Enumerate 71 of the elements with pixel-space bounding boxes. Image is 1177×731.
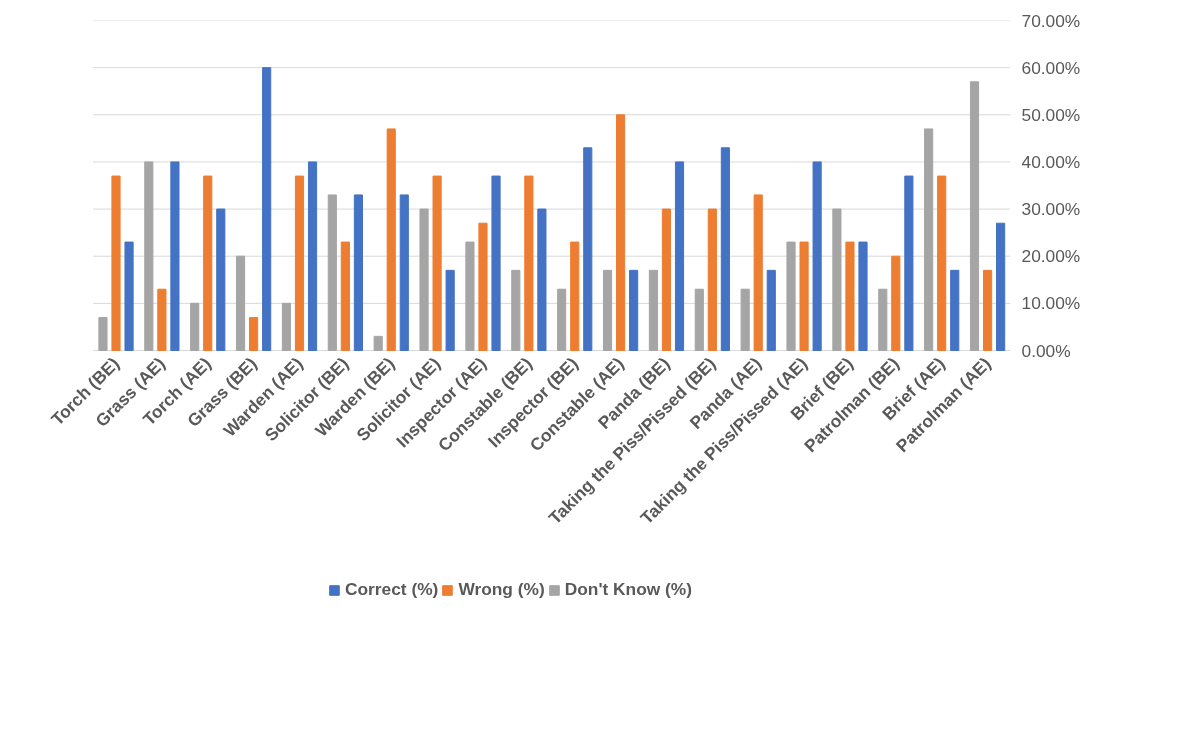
bar — [845, 241, 855, 351]
bar — [832, 208, 842, 351]
bar — [858, 241, 868, 351]
bar — [353, 194, 363, 351]
bar — [799, 241, 809, 351]
bar — [262, 67, 272, 351]
bar — [203, 175, 213, 351]
bar — [432, 175, 442, 351]
bar — [373, 335, 383, 351]
y-tick-label: 60.00% — [1021, 57, 1081, 78]
y-tick-label: 10.00% — [1021, 293, 1081, 314]
bar — [557, 288, 567, 351]
bar — [720, 147, 730, 351]
bar — [996, 222, 1006, 351]
bar — [445, 269, 455, 351]
bar — [307, 161, 318, 351]
bar — [674, 161, 685, 351]
bar — [170, 161, 180, 351]
y-tick-label: 0.00% — [1021, 340, 1071, 361]
bar — [111, 175, 121, 351]
bar — [144, 161, 154, 351]
legend-label: Correct (%) — [344, 579, 439, 600]
bar — [753, 194, 763, 351]
bar — [124, 241, 134, 351]
y-tick-label: 40.00% — [1021, 151, 1081, 172]
bar — [661, 208, 672, 351]
bar — [537, 208, 547, 351]
bar — [937, 175, 947, 351]
y-tick-label: 30.00% — [1021, 199, 1081, 220]
bar — [157, 288, 167, 351]
bar — [969, 81, 980, 351]
bar — [648, 269, 658, 351]
bar — [924, 128, 934, 351]
legend-label: Wrong (%) — [458, 579, 545, 600]
bar — [878, 288, 888, 351]
bar — [235, 255, 246, 351]
bar — [340, 241, 350, 351]
bar — [812, 161, 822, 351]
bar — [281, 302, 292, 351]
y-tick-label: 70.00% — [1021, 10, 1081, 31]
bar — [891, 255, 901, 351]
bar — [399, 194, 409, 351]
bar — [294, 175, 305, 351]
y-tick-label: 20.00% — [1021, 246, 1081, 267]
bar — [419, 208, 429, 351]
bar — [694, 288, 704, 351]
bar — [904, 175, 914, 351]
bar — [465, 241, 475, 351]
legend-label: Don't Know (%) — [564, 579, 693, 600]
bar — [327, 194, 337, 351]
bar — [740, 288, 750, 351]
bar — [950, 269, 960, 351]
bar — [629, 269, 639, 351]
bar — [766, 269, 776, 351]
bar — [616, 114, 626, 351]
bar — [570, 241, 580, 351]
bar — [478, 222, 488, 351]
bar — [491, 175, 501, 351]
bar — [190, 302, 200, 351]
bar — [98, 317, 108, 351]
bar — [583, 147, 593, 351]
bar — [982, 269, 993, 351]
bar — [524, 175, 534, 351]
y-tick-label: 50.00% — [1021, 104, 1081, 125]
bar — [216, 208, 226, 351]
bar — [602, 269, 613, 351]
bar — [249, 317, 259, 351]
bar — [386, 128, 396, 351]
bar — [786, 241, 796, 351]
bar — [707, 208, 717, 351]
bar — [511, 269, 521, 351]
